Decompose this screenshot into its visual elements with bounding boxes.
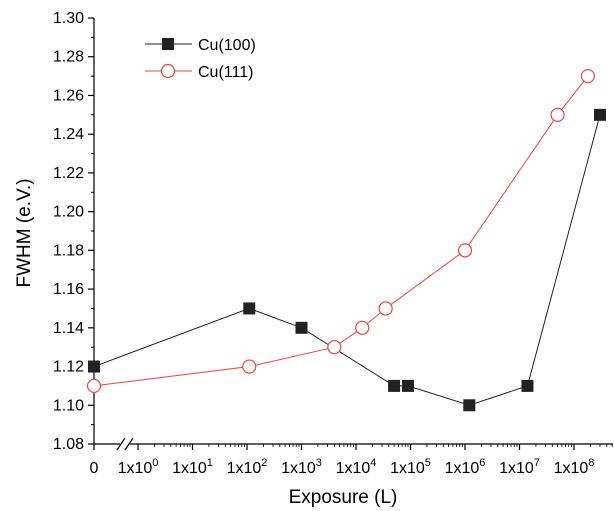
x-tick-label: 1x100 (118, 457, 159, 477)
data-point-circle (355, 320, 370, 335)
y-tick-label: 1.10 (53, 397, 84, 414)
x-tick-exponent: 2 (261, 457, 267, 469)
x-tick-exponent: 6 (479, 457, 485, 469)
x-tick-label: 0 (90, 460, 99, 477)
x-tick-exponent: 3 (316, 457, 322, 469)
x-tick-label: 1x101 (172, 457, 213, 477)
y-tick-label: 1.22 (53, 165, 84, 182)
data-point-circle (457, 243, 473, 258)
data-point-square (243, 302, 256, 315)
data-point-square (88, 360, 100, 373)
series-line (93, 114, 601, 406)
x-tick-label: 1x103 (281, 457, 322, 477)
data-point-circle (378, 301, 393, 316)
chart-legend: Cu(100) Cu(111) (145, 37, 256, 81)
data-point-square (463, 399, 476, 412)
y-tick-label: 1.30 (53, 10, 84, 27)
y-tick-label: 1.16 (53, 281, 84, 298)
y-tick-label: 1.18 (53, 242, 84, 259)
data-point-square (594, 108, 607, 121)
y-tick-label: 1.08 (53, 436, 84, 453)
x-tick-label: 1x102 (227, 457, 268, 477)
x-tick-exponent: 7 (534, 457, 540, 469)
y-tick-label: 1.20 (53, 204, 84, 221)
axes-layer: 1.08 1.10 1.12 1.14 1.16 1.18 1.20 1.22 1.24 1.26… (53, 10, 613, 477)
series-layer (86, 68, 607, 412)
x-tick-exponent: 0 (152, 457, 158, 469)
data-point-circle (550, 107, 565, 122)
data-point-circle (242, 359, 257, 374)
legend-label: Cu(100) (198, 37, 256, 54)
data-point-square (388, 379, 401, 392)
x-tick-label: 1x104 (336, 457, 377, 477)
y-tick-label: 1.14 (53, 320, 84, 337)
x-tick-label: 1x108 (554, 457, 595, 477)
x-tick-exponent: 4 (370, 457, 376, 469)
y-tick-label: 1.12 (53, 359, 84, 376)
data-point-circle (86, 378, 102, 394)
y-tick-label: 1.24 (53, 126, 84, 143)
x-tick-exponent: 5 (425, 457, 431, 469)
legend-marker-square (162, 38, 174, 50)
axis-break-mark (124, 437, 134, 451)
x-tick-exponent: 8 (588, 457, 594, 469)
data-point-square (402, 379, 415, 392)
legend-label: Cu(111) (198, 64, 253, 81)
legend-marker-circle (160, 63, 176, 79)
y-axis-title: FWHM (e.V.) (14, 178, 35, 287)
x-tick-label: 1x107 (499, 457, 540, 477)
axis-break-mark (116, 437, 126, 451)
x-tick-label: 1x106 (445, 457, 486, 477)
data-point-square (521, 379, 534, 392)
y-tick-label: 1.26 (53, 87, 84, 104)
series-line (93, 75, 589, 387)
data-point-circle (327, 340, 342, 355)
x-tick-label: 1x105 (390, 457, 431, 477)
data-point-square (295, 321, 308, 334)
data-point-circle (580, 68, 596, 84)
x-axis-title: Exposure (L) (289, 487, 398, 508)
x-tick-exponent: 1 (207, 457, 213, 469)
y-tick-label: 1.28 (53, 49, 84, 66)
